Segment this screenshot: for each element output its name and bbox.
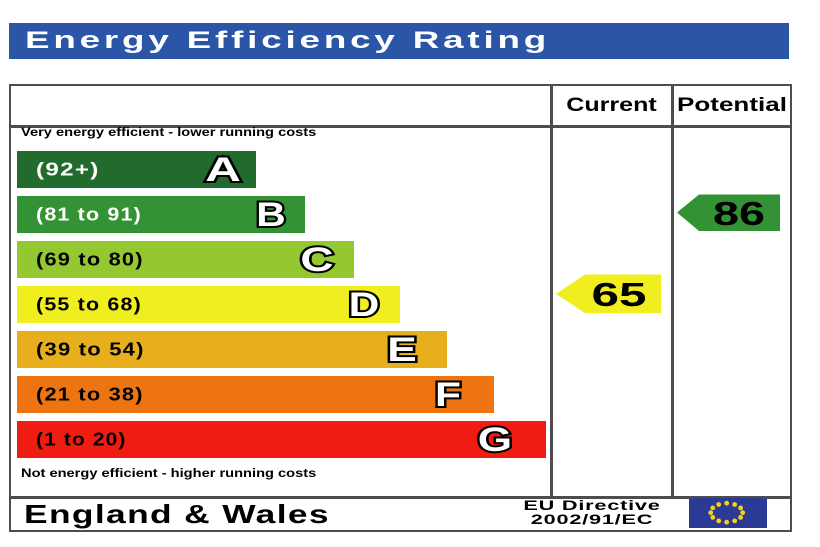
svg-text:86: 86 <box>713 195 765 232</box>
svg-text:65: 65 <box>592 276 647 313</box>
